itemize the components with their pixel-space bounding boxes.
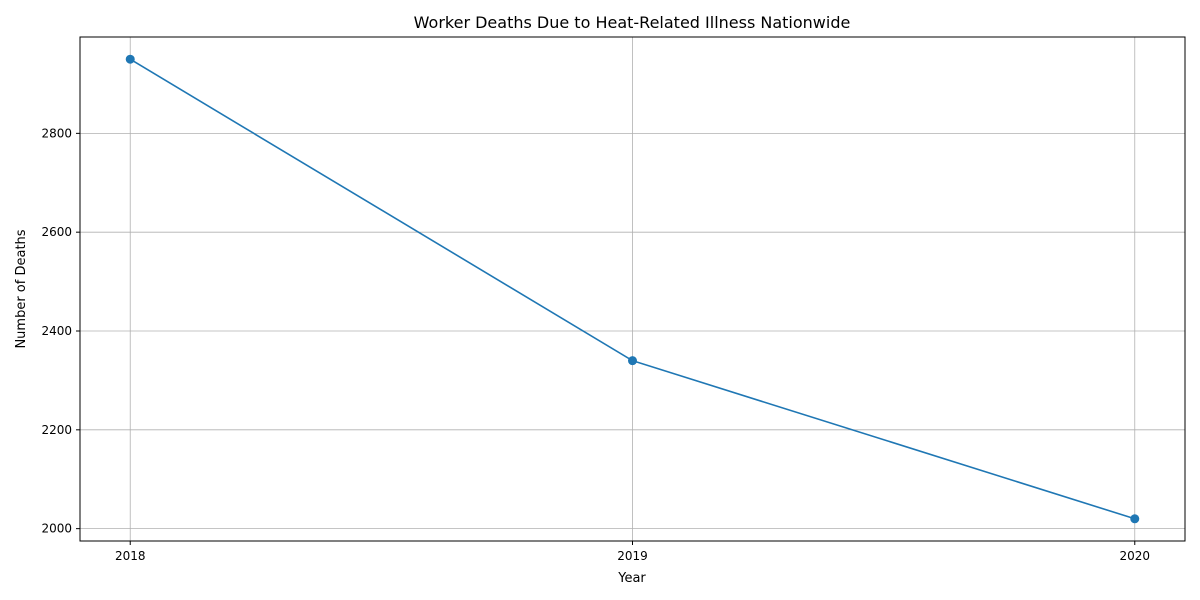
y-tick-label: 2600 [41,225,72,239]
y-tick-label: 2400 [41,324,72,338]
x-tick-label: 2019 [617,549,648,563]
data-point [125,54,135,64]
y-tick-label: 2800 [41,126,72,140]
x-axis-label: Year [617,571,646,586]
y-tick-label: 2000 [41,522,72,536]
x-tick-label: 2018 [115,549,146,563]
axis-ticks: 2018 2019 2020 2000 2200 2400 2600 2800 [41,126,1150,563]
x-tick-label: 2020 [1119,549,1150,563]
data-point [1130,514,1140,524]
y-axis-label: Number of Deaths [14,229,29,348]
grid-lines [80,37,1185,541]
y-tick-label: 2200 [41,423,72,437]
chart-title: Worker Deaths Due to Heat-Related Illnes… [414,13,851,32]
series-layer [125,54,1140,524]
data-point [628,356,637,366]
